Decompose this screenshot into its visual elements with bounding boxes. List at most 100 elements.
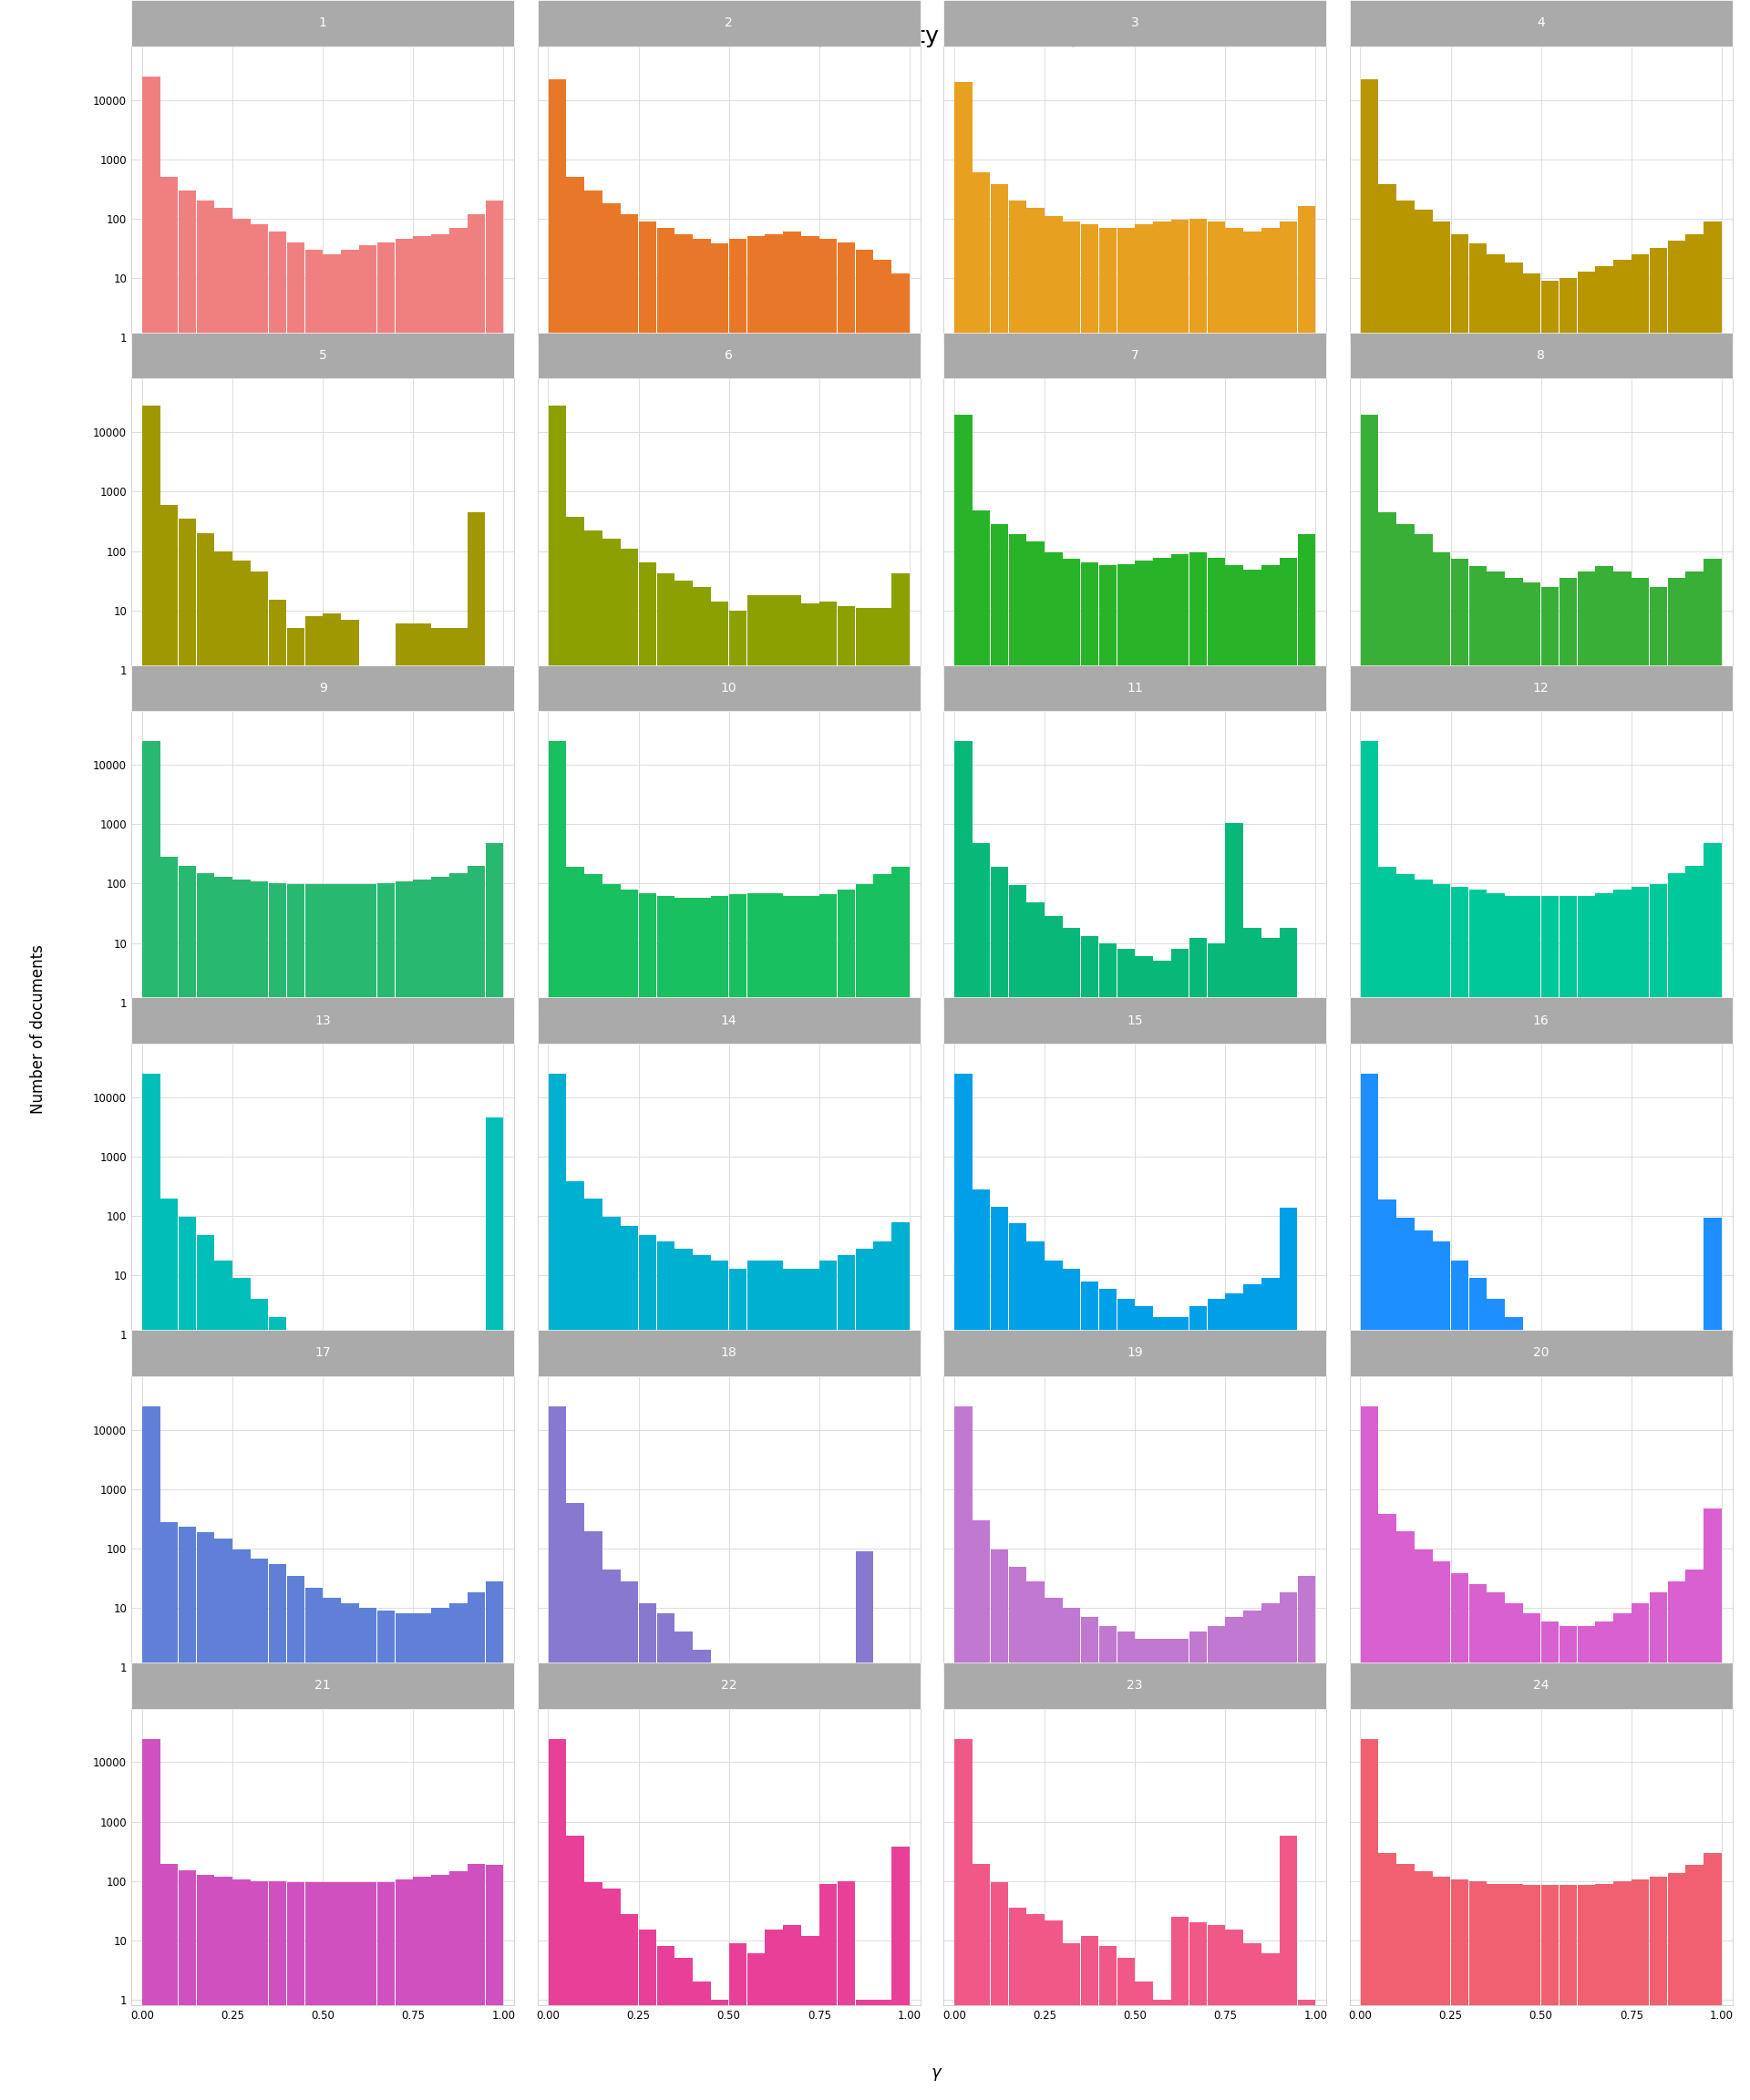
Bar bbox=[1027, 903, 1045, 2100]
Text: 20: 20 bbox=[1533, 1346, 1549, 1359]
Bar bbox=[1225, 565, 1242, 2100]
Bar bbox=[341, 620, 359, 2100]
Bar bbox=[1190, 552, 1208, 2100]
Bar bbox=[1704, 220, 1722, 2100]
Bar bbox=[1414, 1550, 1432, 2100]
Text: 7: 7 bbox=[1130, 349, 1139, 361]
Text: 23: 23 bbox=[1127, 1680, 1143, 1693]
Bar bbox=[1116, 227, 1134, 2100]
Bar bbox=[161, 1522, 178, 2100]
Bar bbox=[819, 1884, 836, 2100]
Bar bbox=[1685, 1865, 1703, 2100]
Bar bbox=[1171, 949, 1188, 2100]
Bar bbox=[1171, 220, 1188, 2100]
Bar bbox=[270, 1882, 287, 2100]
Bar bbox=[233, 561, 250, 2100]
Bar bbox=[161, 504, 178, 2100]
Bar bbox=[1488, 1300, 1505, 2100]
Bar bbox=[250, 571, 268, 2100]
Bar bbox=[341, 1882, 359, 2100]
Bar bbox=[1045, 1919, 1062, 2100]
Bar bbox=[1008, 202, 1026, 2100]
Bar bbox=[1596, 1621, 1614, 2100]
Bar bbox=[730, 1268, 747, 2100]
Bar bbox=[1451, 1260, 1468, 2100]
Bar bbox=[1360, 80, 1379, 2100]
Bar bbox=[747, 892, 765, 2100]
Bar bbox=[1225, 823, 1242, 2100]
Bar bbox=[467, 1865, 485, 2100]
Bar bbox=[287, 1336, 304, 2100]
Bar bbox=[1577, 1884, 1594, 2100]
Bar bbox=[1614, 1336, 1631, 2100]
Bar bbox=[1559, 897, 1577, 2100]
Bar bbox=[1153, 1638, 1171, 2100]
Bar bbox=[893, 1222, 910, 2100]
Bar bbox=[396, 882, 413, 2100]
Bar bbox=[1082, 1617, 1099, 2100]
Bar bbox=[1208, 943, 1225, 2100]
Text: 13: 13 bbox=[315, 1014, 331, 1027]
Bar bbox=[1062, 1943, 1080, 2100]
Bar bbox=[1153, 220, 1171, 2100]
Bar bbox=[765, 892, 782, 2100]
Bar bbox=[485, 842, 504, 2100]
Bar bbox=[1505, 1602, 1523, 2100]
Bar bbox=[1082, 1281, 1099, 2100]
Bar bbox=[142, 1407, 159, 2100]
Bar bbox=[1650, 586, 1668, 2100]
Bar bbox=[287, 628, 304, 2100]
Bar bbox=[1685, 867, 1703, 2100]
Bar bbox=[1650, 884, 1668, 2100]
Bar bbox=[893, 1667, 910, 2100]
Bar bbox=[639, 1602, 656, 2100]
Text: 14: 14 bbox=[721, 1014, 737, 1027]
Bar bbox=[1577, 271, 1594, 2100]
Bar bbox=[838, 605, 856, 2100]
Bar bbox=[1433, 1562, 1451, 2100]
Bar bbox=[676, 1250, 693, 2100]
Bar bbox=[450, 227, 467, 2100]
Bar bbox=[1397, 1218, 1414, 2100]
Bar bbox=[1614, 260, 1631, 2100]
Text: 17: 17 bbox=[315, 1346, 331, 1359]
Bar bbox=[747, 1953, 765, 2100]
Bar bbox=[676, 233, 693, 2100]
Bar bbox=[1262, 565, 1279, 2100]
Bar bbox=[990, 525, 1008, 2100]
Bar bbox=[548, 405, 565, 2100]
Bar bbox=[467, 512, 485, 2100]
Bar bbox=[1082, 1936, 1099, 2100]
Bar bbox=[1298, 206, 1316, 2100]
Bar bbox=[1577, 897, 1594, 2100]
Bar bbox=[1153, 1999, 1171, 2100]
Bar bbox=[1008, 1567, 1026, 2100]
Text: 1: 1 bbox=[318, 17, 327, 29]
Bar bbox=[639, 220, 656, 2100]
Bar bbox=[1099, 227, 1116, 2100]
Bar bbox=[973, 172, 990, 2100]
Bar bbox=[1360, 1739, 1379, 2100]
Bar bbox=[378, 1336, 396, 2100]
Bar bbox=[567, 1182, 585, 2100]
Bar bbox=[621, 1913, 639, 2100]
Bar bbox=[730, 611, 747, 2100]
Bar bbox=[893, 1846, 910, 2100]
Bar bbox=[1614, 571, 1631, 2100]
Bar bbox=[585, 1882, 602, 2100]
Text: 12: 12 bbox=[1533, 683, 1549, 695]
Bar bbox=[1596, 1336, 1614, 2100]
Bar bbox=[1650, 248, 1668, 2100]
Bar bbox=[270, 1317, 287, 2100]
Bar bbox=[1414, 880, 1432, 2100]
Bar bbox=[838, 1667, 856, 2100]
Bar bbox=[765, 233, 782, 2100]
Bar bbox=[1559, 1886, 1577, 2100]
Bar bbox=[1082, 563, 1099, 2100]
Bar bbox=[378, 884, 396, 2100]
Text: 11: 11 bbox=[1127, 683, 1143, 695]
Bar bbox=[359, 246, 376, 2100]
Bar bbox=[954, 1073, 971, 2100]
Bar bbox=[413, 1336, 431, 2100]
Bar bbox=[639, 1235, 656, 2100]
